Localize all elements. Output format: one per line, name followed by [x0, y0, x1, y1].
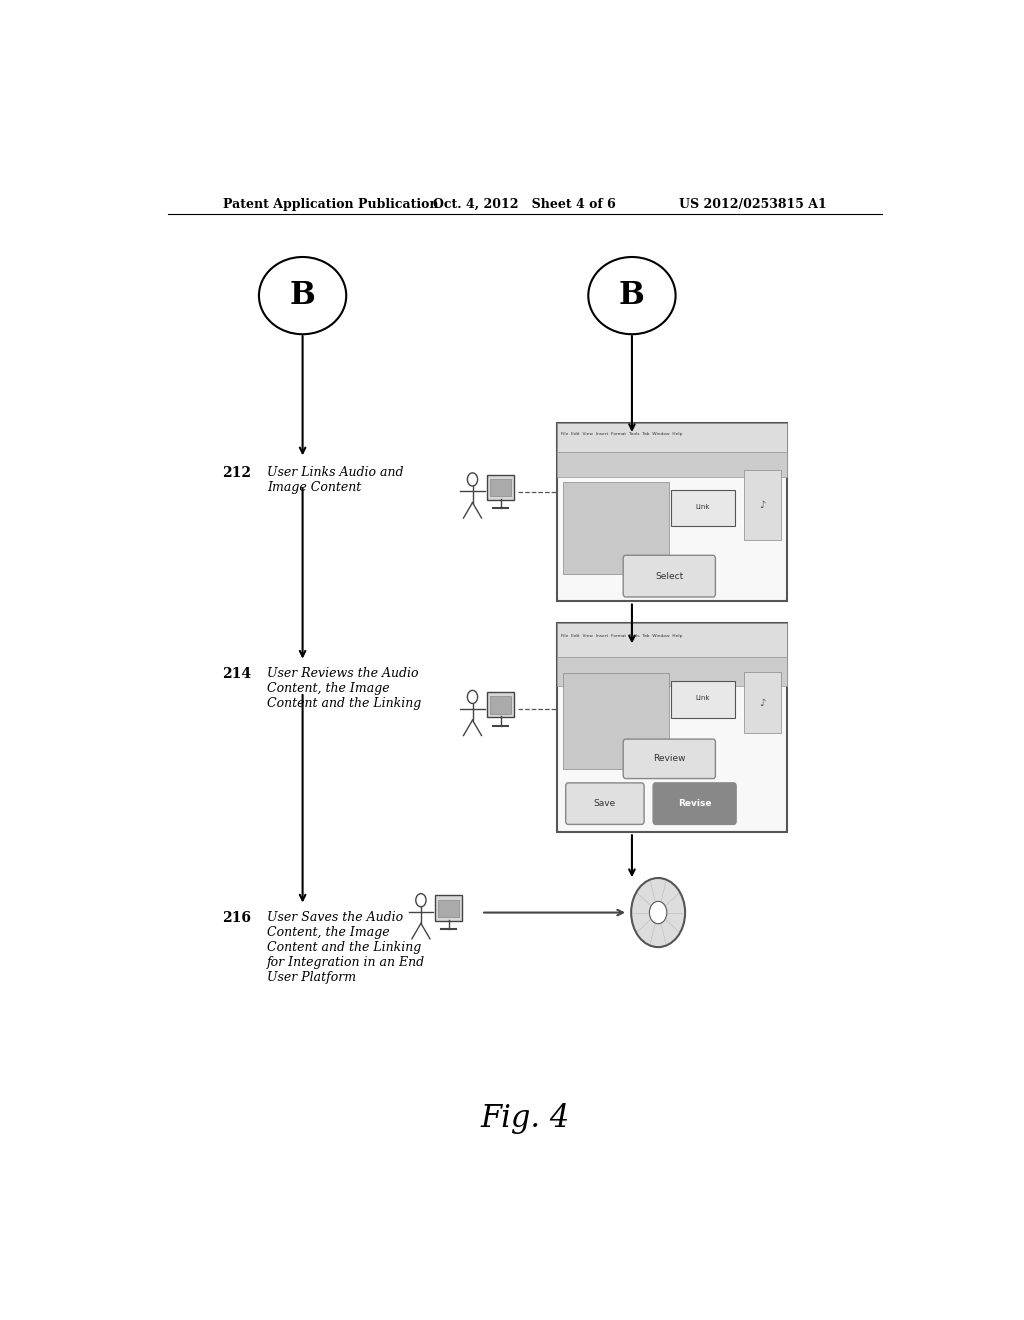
FancyBboxPatch shape [563, 482, 669, 574]
FancyBboxPatch shape [557, 424, 786, 601]
Text: B: B [620, 280, 645, 312]
FancyBboxPatch shape [557, 657, 786, 686]
FancyBboxPatch shape [671, 681, 734, 718]
Text: 214: 214 [222, 667, 251, 681]
Text: User Reviews the Audio
Content, the Image
Content and the Linking: User Reviews the Audio Content, the Imag… [267, 667, 421, 710]
FancyBboxPatch shape [653, 783, 736, 825]
Text: Review: Review [653, 754, 685, 763]
FancyBboxPatch shape [565, 783, 644, 825]
Text: Revise: Revise [678, 799, 712, 808]
Text: 216: 216 [222, 911, 251, 924]
FancyBboxPatch shape [624, 556, 716, 597]
Circle shape [631, 878, 685, 948]
FancyBboxPatch shape [489, 479, 511, 496]
Text: Select: Select [655, 572, 683, 581]
Text: User Links Audio and
Image Content: User Links Audio and Image Content [267, 466, 403, 495]
FancyBboxPatch shape [489, 696, 511, 714]
FancyBboxPatch shape [435, 895, 463, 920]
Text: File  Edit  View  Insert  Format  Tools  Tab  Window  Help: File Edit View Insert Format Tools Tab W… [560, 634, 682, 638]
Text: Link: Link [695, 504, 710, 510]
FancyBboxPatch shape [486, 692, 514, 717]
FancyBboxPatch shape [671, 490, 734, 525]
Text: Save: Save [594, 799, 616, 808]
Text: Link: Link [695, 696, 710, 701]
FancyBboxPatch shape [744, 672, 780, 733]
FancyBboxPatch shape [438, 899, 460, 917]
Text: Oct. 4, 2012   Sheet 4 of 6: Oct. 4, 2012 Sheet 4 of 6 [433, 198, 616, 211]
Text: ♪: ♪ [760, 697, 766, 708]
Text: Fig. 4: Fig. 4 [480, 1104, 569, 1134]
Circle shape [649, 902, 667, 924]
Text: Patent Application Publication: Patent Application Publication [223, 198, 438, 211]
FancyBboxPatch shape [744, 470, 780, 540]
FancyBboxPatch shape [557, 623, 786, 657]
Text: B: B [290, 280, 315, 312]
Text: User Saves the Audio
Content, the Image
Content and the Linking
for Integration : User Saves the Audio Content, the Image … [267, 911, 425, 983]
FancyBboxPatch shape [557, 424, 786, 451]
Text: 212: 212 [222, 466, 251, 480]
Text: ♪: ♪ [760, 500, 766, 510]
Text: File  Edit  View  Insert  Format  Tools  Tab  Window  Help: File Edit View Insert Format Tools Tab W… [560, 432, 682, 436]
FancyBboxPatch shape [557, 623, 786, 832]
Text: US 2012/0253815 A1: US 2012/0253815 A1 [679, 198, 826, 211]
FancyBboxPatch shape [557, 451, 786, 477]
FancyBboxPatch shape [563, 673, 669, 770]
FancyBboxPatch shape [486, 475, 514, 500]
FancyBboxPatch shape [624, 739, 716, 779]
